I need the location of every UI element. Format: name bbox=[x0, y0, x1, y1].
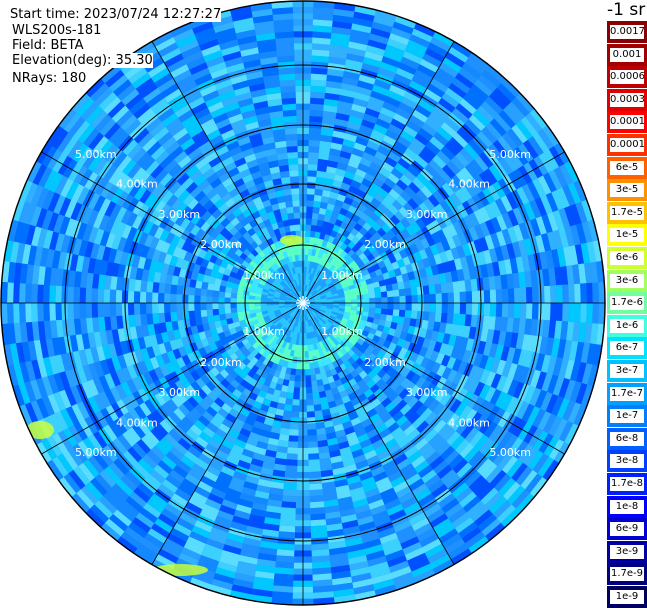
colorbar-tick-label: 1.7e-6 bbox=[610, 296, 644, 311]
range-ring-label: 4.00km bbox=[116, 177, 158, 190]
colorbar-cell: 1.7e-9 bbox=[607, 563, 647, 586]
colorbar-cell: 1.7e-6 bbox=[607, 292, 647, 315]
colorbar-tick-label: 1e-8 bbox=[610, 499, 644, 514]
range-ring-labels: 1.00km 1.00km 1.00km 1.00km 2.00km 2.00km 2.00… bbox=[75, 148, 531, 459]
range-ring-label: 4.00km bbox=[448, 177, 490, 190]
colorbar-tick-label: 0.0003 bbox=[610, 92, 644, 107]
range-ring-label: 2.00km bbox=[364, 356, 406, 369]
range-ring-label: 5.00km bbox=[75, 446, 117, 459]
colorbar-tick-label: 0.0017 bbox=[610, 25, 644, 39]
range-ring-label: 5.00km bbox=[75, 148, 117, 161]
range-ring-label: 1.00km bbox=[243, 325, 285, 338]
colorbar-tick-label: 6e-6 bbox=[610, 251, 644, 265]
azimuth-spokes bbox=[1, 1, 605, 605]
field-cells bbox=[1, 1, 605, 601]
colorbar-tick-label: 1e-9 bbox=[610, 590, 644, 604]
colorbar-cell: 1e-8 bbox=[607, 495, 647, 518]
colorbar-tick-label: 3e-8 bbox=[610, 454, 644, 469]
range-ring-label: 3.00km bbox=[159, 386, 201, 399]
colorbar-cell: 1e-9 bbox=[607, 586, 647, 608]
colorbar-tick-label: 0.0006 bbox=[610, 70, 644, 85]
colorbar-tick-label: 6e-8 bbox=[610, 431, 644, 446]
colorbar-tick-label: 6e-9 bbox=[610, 522, 644, 537]
origin-marker bbox=[302, 298, 310, 304]
range-ring-label: 2.00km bbox=[200, 238, 242, 251]
range-ring-label: 4.00km bbox=[116, 417, 158, 430]
range-ring-label: 2.00km bbox=[200, 356, 242, 369]
range-ring-label: 1.00km bbox=[243, 269, 285, 282]
colorbar-tick-label: 1e-7 bbox=[610, 409, 644, 424]
field-cells bbox=[9, 5, 599, 604]
range-ring-label: 4.00km bbox=[448, 417, 490, 430]
nrays-label: NRays: 180 bbox=[12, 71, 87, 86]
field-label: Field: BETA bbox=[12, 38, 84, 53]
colorbar-tick-label: 6e-5 bbox=[610, 160, 644, 175]
colorbar-tick-label: 1.7e-8 bbox=[610, 477, 644, 491]
range-ring-label: 2.00km bbox=[364, 238, 406, 251]
range-ring-label: 3.00km bbox=[406, 386, 448, 399]
field-cells bbox=[1, 7, 603, 605]
range-ring-label: 1.00km bbox=[321, 269, 363, 282]
colorbar-cell: 0.0003 bbox=[607, 88, 647, 111]
field-cells bbox=[13, 2, 593, 605]
colorbar-tick-label: 1.7e-5 bbox=[610, 205, 644, 220]
colorbar-cell: 6e-7 bbox=[607, 337, 647, 360]
colorbar-cell: 3e-8 bbox=[607, 450, 647, 473]
colorbar-cell: 1.7e-7 bbox=[607, 382, 647, 405]
colorbar-cell: 6e-9 bbox=[607, 518, 647, 541]
colorbar-tick-label: 0.0001 bbox=[610, 138, 644, 152]
colorbar-cell: 3e-5 bbox=[607, 179, 647, 202]
colorbar-tick-label: 1.7e-7 bbox=[610, 386, 644, 401]
colorbar-tick-label: 3e-7 bbox=[610, 364, 644, 378]
colorbar-cell: 0.001 bbox=[607, 43, 647, 66]
colorbar-tick-label: 0.001 bbox=[610, 47, 644, 62]
colorbar-cell: 1e-5 bbox=[607, 224, 647, 247]
colorbar-cell: 0.0001 bbox=[607, 134, 647, 156]
colorbar-tick-label: 1e-5 bbox=[610, 228, 644, 243]
high-backscatter-spot bbox=[26, 421, 54, 439]
range-ring-label: 5.00km bbox=[489, 446, 531, 459]
colorbar-cell: 1e-6 bbox=[607, 314, 647, 337]
colorbar-unit-label: -1 sr bbox=[607, 0, 646, 20]
colorbar-tick-label: 3e-6 bbox=[610, 273, 644, 288]
field-cells bbox=[236, 236, 370, 370]
field-cells bbox=[236, 236, 369, 370]
colorbar-tick-label: 6e-7 bbox=[610, 341, 644, 356]
range-ring-label: 3.00km bbox=[406, 208, 448, 221]
elevation-label: Elevation(deg): 35.30 bbox=[12, 53, 153, 68]
colorbar-cell: 6e-6 bbox=[607, 247, 647, 269]
colorbar-cell: 3e-6 bbox=[607, 269, 647, 292]
colorbar-cell: 1e-7 bbox=[607, 405, 647, 428]
instrument-label: WLS200s-181 bbox=[12, 23, 102, 38]
range-ring-label: 5.00km bbox=[489, 148, 531, 161]
high-backscatter-spot bbox=[280, 235, 304, 245]
colorbar-cell: 0.0017 bbox=[607, 21, 647, 43]
colorbar-tick-label: 1e-6 bbox=[610, 318, 644, 333]
ppi-radar-plot: 1.00km 1.00km 1.00km 1.00km 2.00km 2.00km 2.00… bbox=[0, 0, 606, 606]
colorbar-cell: 3e-9 bbox=[607, 540, 647, 563]
colorbar-cell: 6e-8 bbox=[607, 427, 647, 450]
colorbar-cell: 1.7e-8 bbox=[607, 473, 647, 495]
range-ring-label: 1.00km bbox=[321, 325, 363, 338]
colorbar-cell: 1.7e-5 bbox=[607, 201, 647, 224]
colorbar-tick-label: 0.00017 bbox=[610, 115, 644, 130]
start-time-label: Start time: 2023/07/24 12:27:27 bbox=[10, 7, 222, 22]
colorbar-cell: 3e-7 bbox=[607, 360, 647, 382]
field-cells bbox=[3, 7, 599, 595]
colorbar-tick-label: 3e-9 bbox=[610, 544, 644, 559]
colorbar-tick-label: 1.7e-9 bbox=[610, 567, 644, 582]
colorbar-cell: 6e-5 bbox=[607, 156, 647, 179]
range-ring-label: 3.00km bbox=[159, 208, 201, 221]
colorbar-cell: 0.00017 bbox=[607, 111, 647, 134]
colorbar-tick-label: 3e-5 bbox=[610, 183, 644, 198]
colorbar-cell: 0.0006 bbox=[607, 66, 647, 89]
